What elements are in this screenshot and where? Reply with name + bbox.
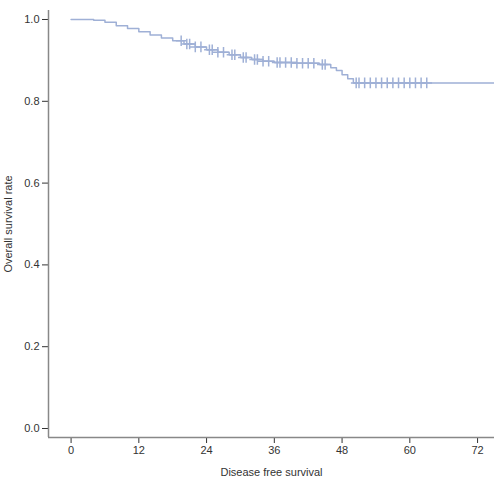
svg-text:60: 60 bbox=[404, 444, 416, 456]
svg-text:1.0: 1.0 bbox=[24, 13, 39, 25]
svg-text:48: 48 bbox=[336, 444, 348, 456]
svg-text:0.6: 0.6 bbox=[24, 177, 39, 189]
svg-text:0.8: 0.8 bbox=[24, 95, 39, 107]
svg-text:0.0: 0.0 bbox=[24, 422, 39, 434]
svg-text:12: 12 bbox=[133, 444, 145, 456]
svg-text:72: 72 bbox=[471, 444, 483, 456]
svg-text:Disease free survival: Disease free survival bbox=[220, 466, 322, 478]
svg-text:0: 0 bbox=[68, 444, 74, 456]
svg-text:Overall survival rate: Overall survival rate bbox=[2, 175, 14, 272]
svg-text:0.4: 0.4 bbox=[24, 258, 39, 270]
svg-text:36: 36 bbox=[268, 444, 280, 456]
svg-text:0.2: 0.2 bbox=[24, 340, 39, 352]
svg-text:24: 24 bbox=[200, 444, 212, 456]
